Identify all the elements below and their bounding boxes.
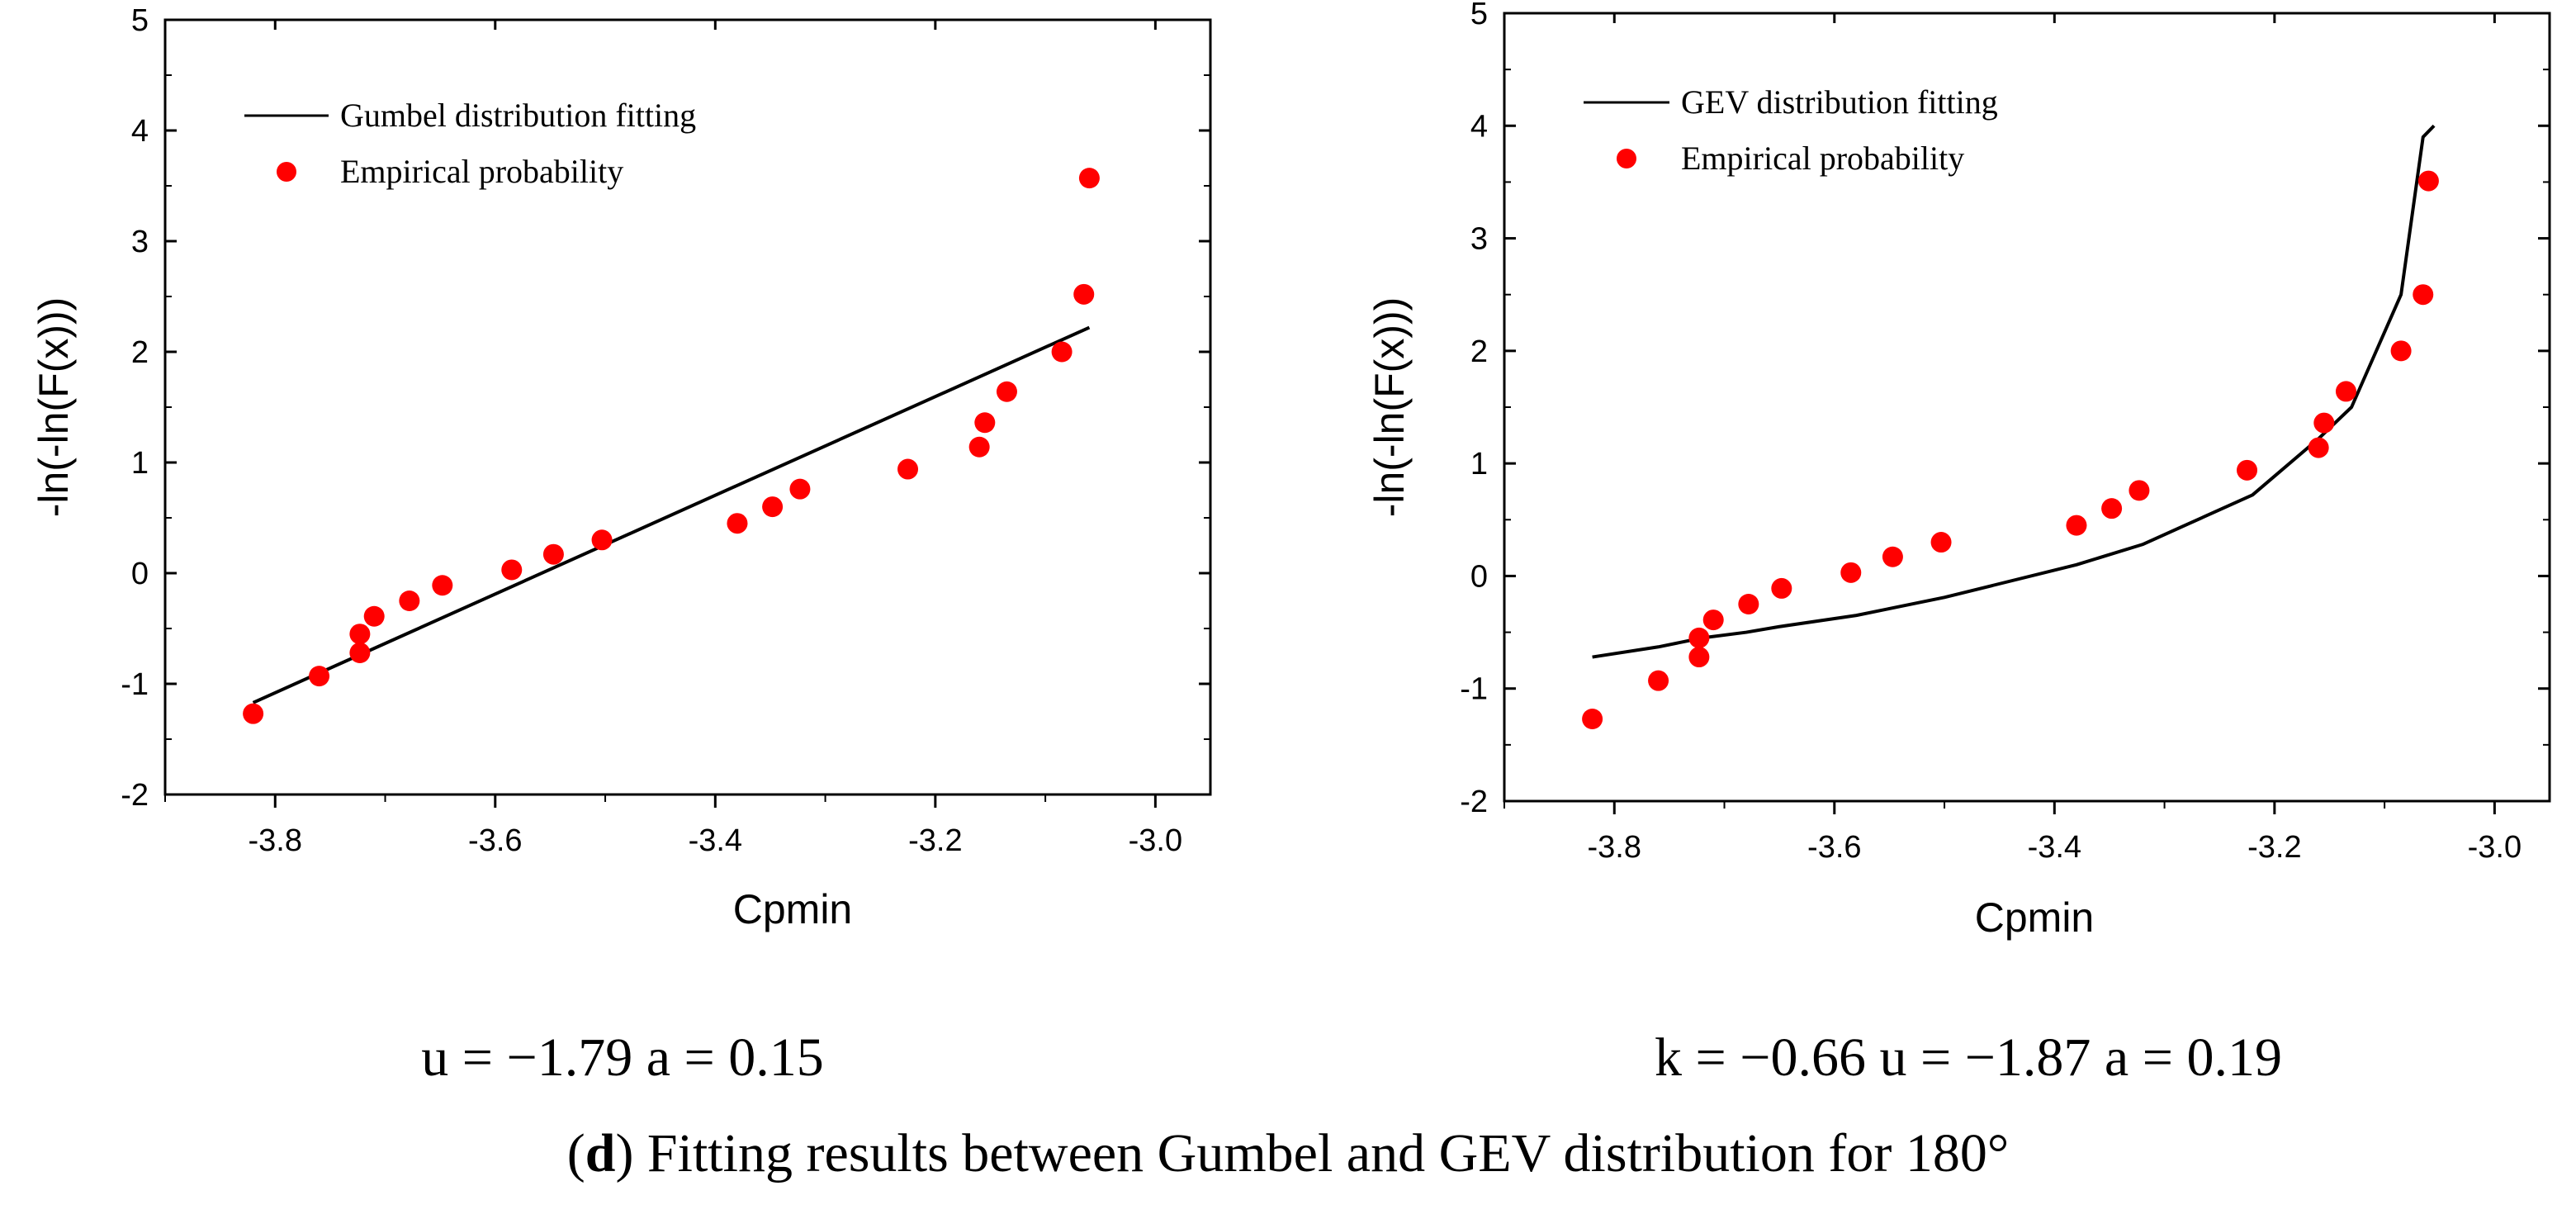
y-tick-label: 0 [131, 557, 149, 591]
y-tick-label: -1 [121, 667, 149, 702]
x-tick-label: -3.0 [1129, 823, 1182, 858]
empirical-point [2101, 498, 2123, 519]
legend-label-empirical: Empirical probability [340, 153, 623, 190]
empirical-point [727, 513, 748, 534]
legend-label-fitting: Gumbel distribution fitting [340, 97, 696, 134]
y-tick-label: 4 [1470, 109, 1488, 144]
x-tick-label: -3.4 [2028, 830, 2081, 865]
parameter-annotation: u = −1.79 a = 0.15 [421, 1027, 823, 1088]
empirical-point [349, 642, 371, 663]
empirical-point [1582, 709, 1603, 730]
x-tick-label: -3.8 [249, 823, 302, 858]
x-tick-label: -3.2 [2247, 830, 2301, 865]
empirical-point [2066, 515, 2087, 536]
y-tick-label: -1 [1460, 672, 1488, 707]
x-tick-label: -3.4 [689, 823, 742, 858]
caption-text: ) Fitting results between Gumbel and GEV… [615, 1123, 2009, 1183]
caption-letter: d [585, 1123, 616, 1183]
empirical-point [1073, 283, 1095, 305]
empirical-point [243, 703, 264, 724]
empirical-point [1648, 670, 1669, 691]
x-tick-label: -3.2 [908, 823, 962, 858]
legend-label-empirical: Empirical probability [1681, 140, 1964, 177]
empirical-point [1738, 594, 1759, 614]
y-tick-label: 2 [1470, 334, 1488, 369]
y-tick-label: -2 [121, 778, 149, 813]
empirical-point [1078, 168, 1100, 189]
empirical-point [363, 605, 385, 627]
empirical-point [1688, 647, 1710, 668]
empirical-point [591, 529, 613, 551]
x-axis-title: Cpmin [733, 886, 852, 932]
y-tick-label: 0 [1470, 559, 1488, 594]
legend-label-fitting: GEV distribution fitting [1681, 83, 1998, 121]
y-tick-label: 5 [1470, 0, 1488, 31]
empirical-point [349, 624, 371, 645]
x-tick-label: -3.6 [1807, 830, 1861, 865]
empirical-point [2308, 437, 2329, 458]
x-tick-label: -3.8 [1588, 830, 1641, 865]
empirical-point [2237, 459, 2258, 481]
empirical-point [968, 436, 990, 458]
empirical-point [996, 381, 1017, 402]
empirical-point [309, 666, 330, 687]
empirical-point [1771, 577, 1792, 599]
empirical-point [1840, 562, 1862, 583]
empirical-point [501, 559, 523, 581]
figure-caption: (d) Fitting results between Gumbel and G… [567, 1123, 2010, 1183]
empirical-point [974, 412, 996, 434]
y-axis-title: -ln(-ln(F(x))) [1366, 297, 1413, 518]
legend-point-swatch [277, 162, 296, 182]
y-tick-label: 3 [1470, 222, 1488, 257]
empirical-point [1051, 341, 1073, 363]
legend-point-swatch [1617, 149, 1636, 168]
empirical-point [789, 478, 811, 500]
fitting-line [1592, 124, 2436, 659]
empirical-point [897, 458, 919, 480]
empirical-point [1702, 610, 1724, 631]
empirical-point [1882, 546, 1903, 567]
y-tick-label: -2 [1460, 785, 1488, 819]
parameter-annotation: k = −0.66 u = −1.87 a = 0.19 [1655, 1027, 2282, 1088]
y-axis-title: -ln(-ln(F(x))) [31, 297, 77, 518]
empirical-point [2413, 284, 2434, 306]
empirical-point [1930, 532, 1952, 553]
x-tick-label: -3.6 [468, 823, 522, 858]
legend: GEV distribution fitting Empirical proba… [1584, 83, 1998, 177]
y-tick-label: 5 [131, 3, 149, 38]
empirical-point [2390, 340, 2412, 362]
empirical-point [432, 575, 453, 596]
y-tick-label: 1 [131, 446, 149, 481]
y-tick-label: 4 [131, 114, 149, 149]
legend: Gumbel distribution fitting Empirical pr… [244, 97, 696, 190]
empirical-point [2313, 412, 2335, 434]
empirical-point [1688, 627, 1710, 648]
x-tick-label: -3.0 [2468, 830, 2522, 865]
gev-chart: -2 -1 0 1 2 3 4 5 -3.8 -3.6 -3.4 -3.2 -3.0 GEV distr… [1366, 0, 2551, 1088]
x-axis-title: Cpmin [1975, 894, 2094, 941]
gumbel-chart: -2 -1 0 1 2 3 4 5 -3.8 -3.6 -3.4 -3.2 -3.0 Gumbel di… [31, 3, 1212, 1088]
y-tick-label: 1 [1470, 447, 1488, 481]
y-tick-label: 2 [131, 335, 149, 370]
empirical-point [2335, 381, 2356, 402]
y-tick-label: 3 [131, 225, 149, 259]
empirical-point [2129, 480, 2150, 501]
empirical-point [399, 591, 420, 611]
empirical-point [542, 543, 564, 565]
fitting-line [252, 325, 1091, 704]
empirical-point [762, 496, 784, 518]
empirical-point [2417, 170, 2439, 192]
